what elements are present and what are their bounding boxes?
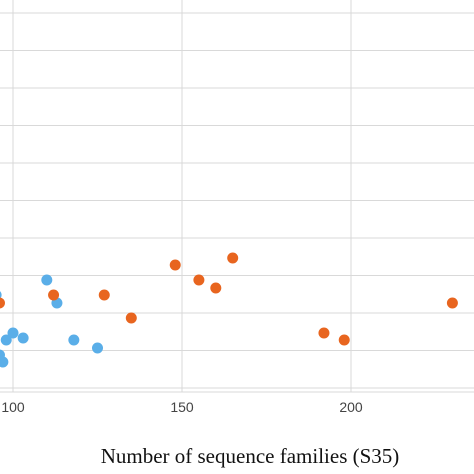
data-point-s1-13 [68,334,80,346]
data-point-s1-7 [0,356,9,368]
data-point-s2-2 [0,297,5,309]
data-point-s1-10 [17,332,29,344]
data-point-s1-14 [92,342,103,354]
data-point-s2-12 [446,297,458,309]
x-tick-label-100: 100 [1,399,25,415]
data-point-s1-8 [0,334,12,346]
x-tick-label-150: 150 [170,399,194,415]
data-point-s1-9 [7,327,19,339]
data-point-s2-6 [169,259,181,271]
x-tick-label-200: 200 [339,399,363,415]
data-points [0,252,458,368]
data-point-s2-5 [125,312,137,324]
data-point-s1-11 [41,274,53,286]
data-point-s1-5 [0,291,2,299]
data-point-s2-3 [48,289,60,301]
data-point-s2-9 [227,252,239,264]
data-point-s2-7 [193,274,205,286]
data-point-s2-10 [318,327,330,339]
data-point-s2-4 [98,289,110,301]
x-axis-ticks: 100150200250300350 [1,399,363,415]
data-point-s2-8 [210,282,222,294]
grid [0,0,474,393]
data-point-s2-11 [338,334,350,346]
x-axis-title: Number of sequence families (S35) [101,444,400,468]
